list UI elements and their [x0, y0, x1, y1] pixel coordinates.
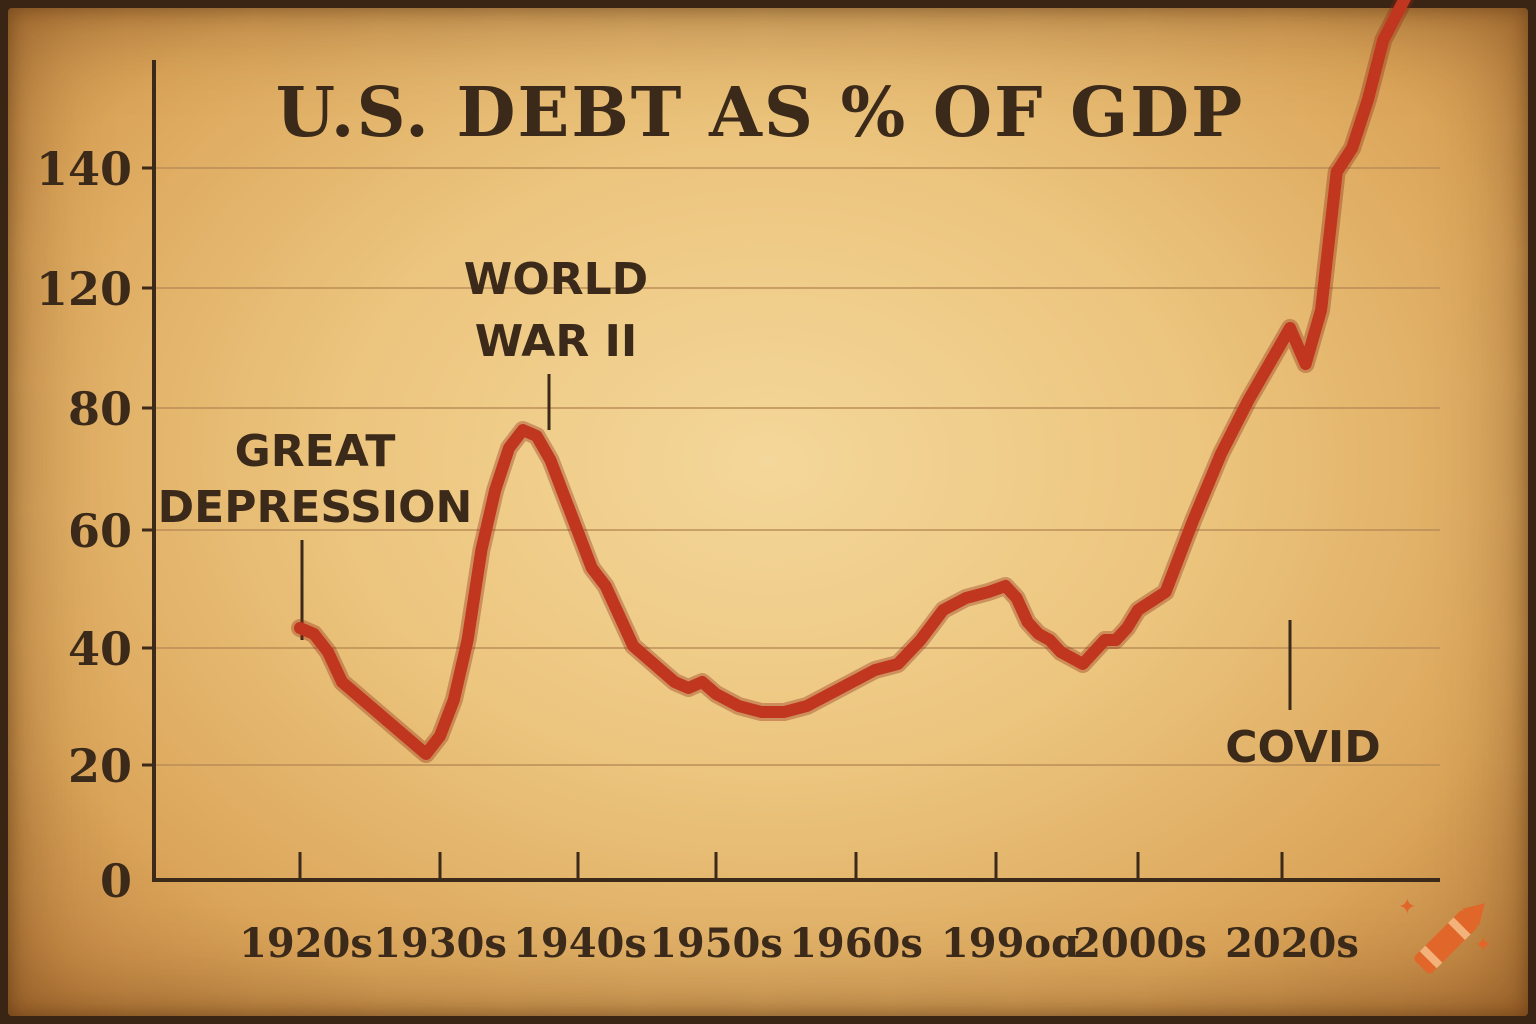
annotation-label: DEPRESSION — [158, 482, 473, 533]
y-tick-label: 80 — [68, 382, 132, 436]
x-tick-label: 1920s — [239, 920, 373, 967]
y-tick-label: 20 — [68, 739, 132, 793]
axes — [152, 60, 1440, 882]
y-tick-label: 0 — [100, 854, 132, 908]
series-lines — [291, 0, 1415, 763]
x-tick-label: 1950s — [649, 920, 783, 967]
x-tick-label: 1940s — [513, 920, 647, 967]
series-line — [294, 0, 1411, 760]
x-tick-label: 199oɑ — [941, 920, 1079, 967]
x-tick-label: 2000s — [1073, 920, 1207, 967]
y-tick-label: 120 — [36, 262, 132, 316]
sparkle-icon: ✦ — [1398, 895, 1416, 920]
y-tick-label: 60 — [68, 504, 132, 558]
x-tick-label: 1960s — [789, 920, 923, 967]
x-tick-label: 1930s — [373, 920, 507, 967]
gridlines — [142, 166, 1440, 767]
annotation-label: GREAT — [235, 426, 396, 477]
annotation-label: WAR II — [475, 316, 638, 367]
sparkle-icon: ✦ — [1474, 933, 1492, 958]
y-tick-labels: 0 20 40 60 80 120 140 — [36, 142, 132, 908]
annotation-label: COVID — [1225, 722, 1380, 773]
y-tick-label: 140 — [36, 142, 132, 196]
parchment-background — [8, 8, 1528, 1016]
chart-title: U.S. DEBT AS % OF GDP — [276, 73, 1245, 153]
y-tick-label: 40 — [68, 622, 132, 676]
annotation-label: WORLD — [464, 254, 648, 305]
crayon-icon — [1414, 903, 1485, 974]
x-tick-label: 2020s — [1225, 920, 1359, 967]
